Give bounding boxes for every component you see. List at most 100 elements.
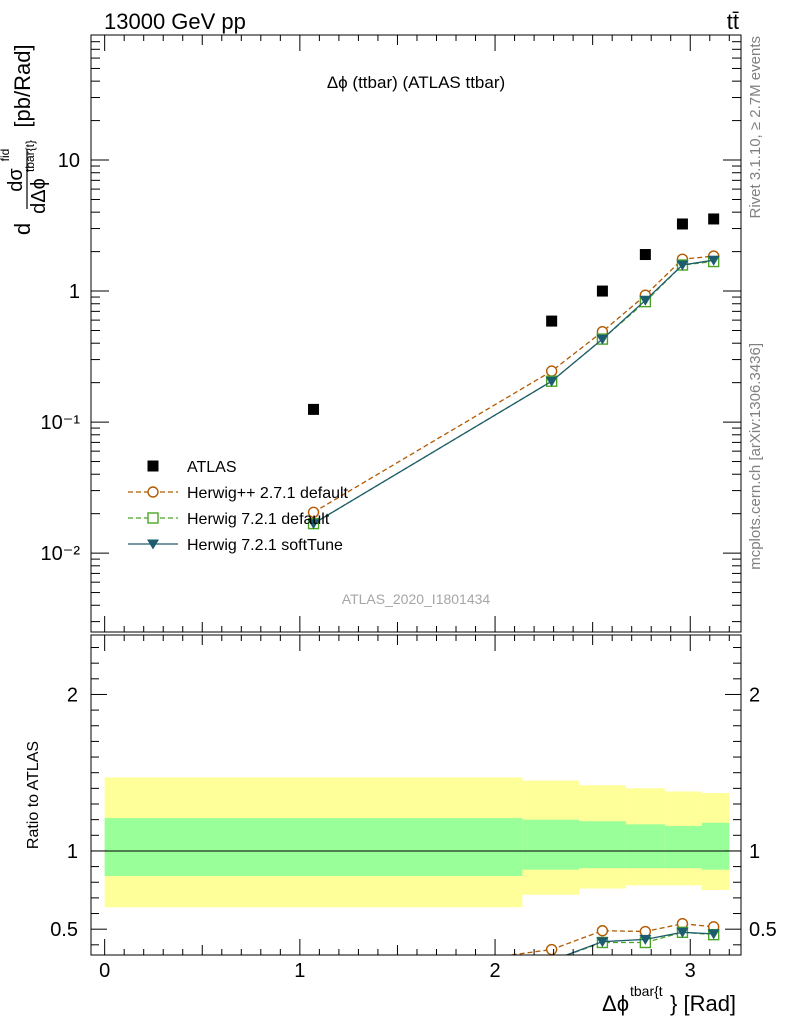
ratio-herwig-2-7-1-default-point-2 <box>596 925 609 937</box>
legend-marker-herwig-2-7-1-default-shape <box>147 486 159 498</box>
ratio-y-tick-label-right: 2 <box>749 684 760 706</box>
legend-marker-herwig-7-2-1-default-shape <box>147 512 159 524</box>
y-axis-label: d dσ fid dΔϕ tbar{t} [pb/Rad] <box>0 44 50 235</box>
legend-marker-herwig-7-2-1-softtune-shape <box>147 539 159 550</box>
legend-marker-atlas <box>147 460 159 472</box>
main-herwig-7-2-1-softtune-point-4 <box>676 260 689 271</box>
legend: ATLAS Herwig++ 2.7.1 default Herwig 7.2.1 … <box>128 459 349 554</box>
main-frame <box>90 34 742 633</box>
ratio-axis-label: Ratio to ATLAS <box>25 741 42 849</box>
legend-entry-herwig-2-7-1-default: Herwig++ 2.7.1 default <box>128 485 349 502</box>
legend-label: Herwig 7.2.1 softTune <box>187 537 343 554</box>
uncertainty-band-inner-0 <box>104 818 523 876</box>
main-atlas-point-4 <box>676 218 688 230</box>
legend-label: Herwig 7.2.1 default <box>187 511 330 528</box>
x-axis-label: Δϕ tbar{t } [Rad] <box>602 983 736 1016</box>
main-herwig-7-2-1-softtune-point-0-shape <box>307 519 320 530</box>
source-label: mcplots.cern.ch [arXiv:1306.3436] <box>747 343 764 570</box>
legend-label: ATLAS <box>187 459 237 476</box>
ratio-herwig-7-2-1-softtune-point-3 <box>639 934 652 945</box>
ratio-herwig-2-7-1-default-point-1-shape <box>545 943 558 955</box>
main-atlas-point-3 <box>639 249 651 261</box>
rivet-version-label: Rivet 3.1.10, ≥ 2.7M events <box>747 36 764 219</box>
main-herwig-7-2-1-default-line <box>313 260 714 525</box>
ratio-y-tick-label-right: 1 <box>749 841 760 863</box>
main-atlas-point-2 <box>596 285 608 297</box>
ratio-herwig-2-7-1-default-line <box>506 923 714 955</box>
ratio-y-tick-label-right: 0.5 <box>749 919 777 941</box>
ratio-herwig-2-7-1-default-point-0-shape <box>309 977 319 987</box>
ratio-frame <box>90 634 742 956</box>
x-tick-label: 0 <box>99 960 110 982</box>
analysis-watermark: ATLAS_2020_I1801434 <box>342 591 491 607</box>
main-atlas-point-5-shape <box>708 213 720 225</box>
main-panel: 10⁻² 10⁻¹ 1 10 Δϕ (ttbar) (ATLAS ttbar) ATL… <box>0 34 742 633</box>
ratio-herwig-7-2-1-softtune-point-5 <box>707 929 720 940</box>
ratio-herwig-7-2-1-softtune-point-4 <box>676 927 689 938</box>
main-herwig-7-2-1-softtune-point-5 <box>707 255 720 266</box>
ratio-herwig-7-2-1-softtune-point-0 <box>308 982 320 992</box>
y-label-denominator: dΔϕ <box>28 178 50 214</box>
legend-label: Herwig++ 2.7.1 default <box>187 485 349 502</box>
main-atlas-point-3-shape <box>639 249 651 261</box>
ratio-herwig-7-2-1-softtune-point-5-shape <box>707 929 720 940</box>
y-label-numerator: dσ <box>5 168 27 192</box>
legend-marker-herwig-7-2-1-default <box>147 512 159 524</box>
main-herwig-7-2-1-softtune-point-1 <box>545 376 558 387</box>
ratio-herwig-7-2-1-softtune-line <box>564 931 714 955</box>
ratio-herwig-7-2-1-default-point-0 <box>309 981 319 991</box>
main-atlas-point-0-shape <box>308 403 320 415</box>
ratio-herwig-7-2-1-default-point-1-shape <box>545 954 558 955</box>
legend-entry-atlas: ATLAS <box>147 459 237 476</box>
main-herwig-2-7-1-default-point-0 <box>307 506 320 518</box>
ratio-y-tick-label: 0.5 <box>50 919 78 941</box>
x-label-sup: tbar{t <box>630 983 663 999</box>
ratio-y-tick-label: 1 <box>67 841 78 863</box>
main-herwig-2-7-1-default-point-1-shape <box>545 365 558 377</box>
ratio-herwig-7-2-1-softtune-point-0-shape <box>308 982 320 992</box>
y-label-unit: [pb/Rad] <box>10 44 35 127</box>
main-atlas-point-4-shape <box>676 218 688 230</box>
legend-marker-herwig-2-7-1-default <box>147 486 159 498</box>
chart-title: Δϕ (ttbar) (ATLAS ttbar) <box>327 73 505 92</box>
uncertainty-band-inner-3 <box>625 824 665 869</box>
y-label-d: d <box>10 223 35 235</box>
main-atlas-point-0 <box>308 403 320 415</box>
main-y-tick-label: 10 <box>58 150 80 172</box>
y-label-denominator-sub: tbar{t} <box>23 140 37 172</box>
x-tick-label: 1 <box>294 960 305 982</box>
main-herwig-7-2-1-softtune-point-3-shape <box>639 295 652 306</box>
ratio-herwig-2-7-1-default-point-2-shape <box>596 925 609 937</box>
main-herwig-7-2-1-softtune-point-0 <box>307 519 320 530</box>
x-label-main: Δϕ <box>602 991 629 1016</box>
main-herwig-7-2-1-softtune-point-5-shape <box>707 255 720 266</box>
main-herwig-7-2-1-softtune-point-1-shape <box>545 376 558 387</box>
main-herwig-7-2-1-softtune-point-2 <box>596 334 609 345</box>
main-herwig-7-2-1-softtune-point-4-shape <box>676 260 689 271</box>
main-herwig-7-2-1-softtune-point-3 <box>639 295 652 306</box>
y-label-numerator-sup: fid <box>0 149 12 162</box>
ratio-herwig-7-2-1-default-point-0-shape <box>309 981 319 991</box>
main-herwig-2-7-1-default-point-1 <box>545 365 558 377</box>
main-atlas-point-2-shape <box>596 285 608 297</box>
ratio-herwig-7-2-1-softtune-point-1-shape <box>546 956 558 966</box>
uncertainty-band-inner-5 <box>701 822 730 870</box>
process-label: tt̄ <box>727 9 739 34</box>
uncertainty-band-inner-1 <box>522 819 579 870</box>
ratio-herwig-7-2-1-softtune-point-2 <box>596 937 609 948</box>
ratio-herwig-7-2-1-default-point-1 <box>545 954 558 955</box>
main-herwig-2-7-1-default-line <box>313 255 714 513</box>
ratio-herwig-7-2-1-softtune-point-3-shape <box>639 934 652 945</box>
uncertainty-band-inner-2 <box>578 821 626 869</box>
ratio-herwig-7-2-1-softtune-point-2-shape <box>596 937 609 948</box>
main-y-tick-label: 10⁻² <box>41 543 81 565</box>
main-y-tick-label: 10⁻¹ <box>41 412 81 434</box>
legend-entry-herwig-7-2-1-default: Herwig 7.2.1 default <box>128 511 330 528</box>
ratio-panel: 0.5 0.5 1 1 2 2 0 1 2 3 Ratio to ATLAS <box>25 634 777 992</box>
main-y-tick-label: 1 <box>69 281 80 303</box>
ratio-herwig-2-7-1-default-point-1 <box>545 943 558 955</box>
legend-marker-herwig-7-2-1-softtune <box>147 539 159 550</box>
x-label-unit: } [Rad] <box>670 991 736 1016</box>
uncertainty-band-inner-4 <box>664 825 702 869</box>
